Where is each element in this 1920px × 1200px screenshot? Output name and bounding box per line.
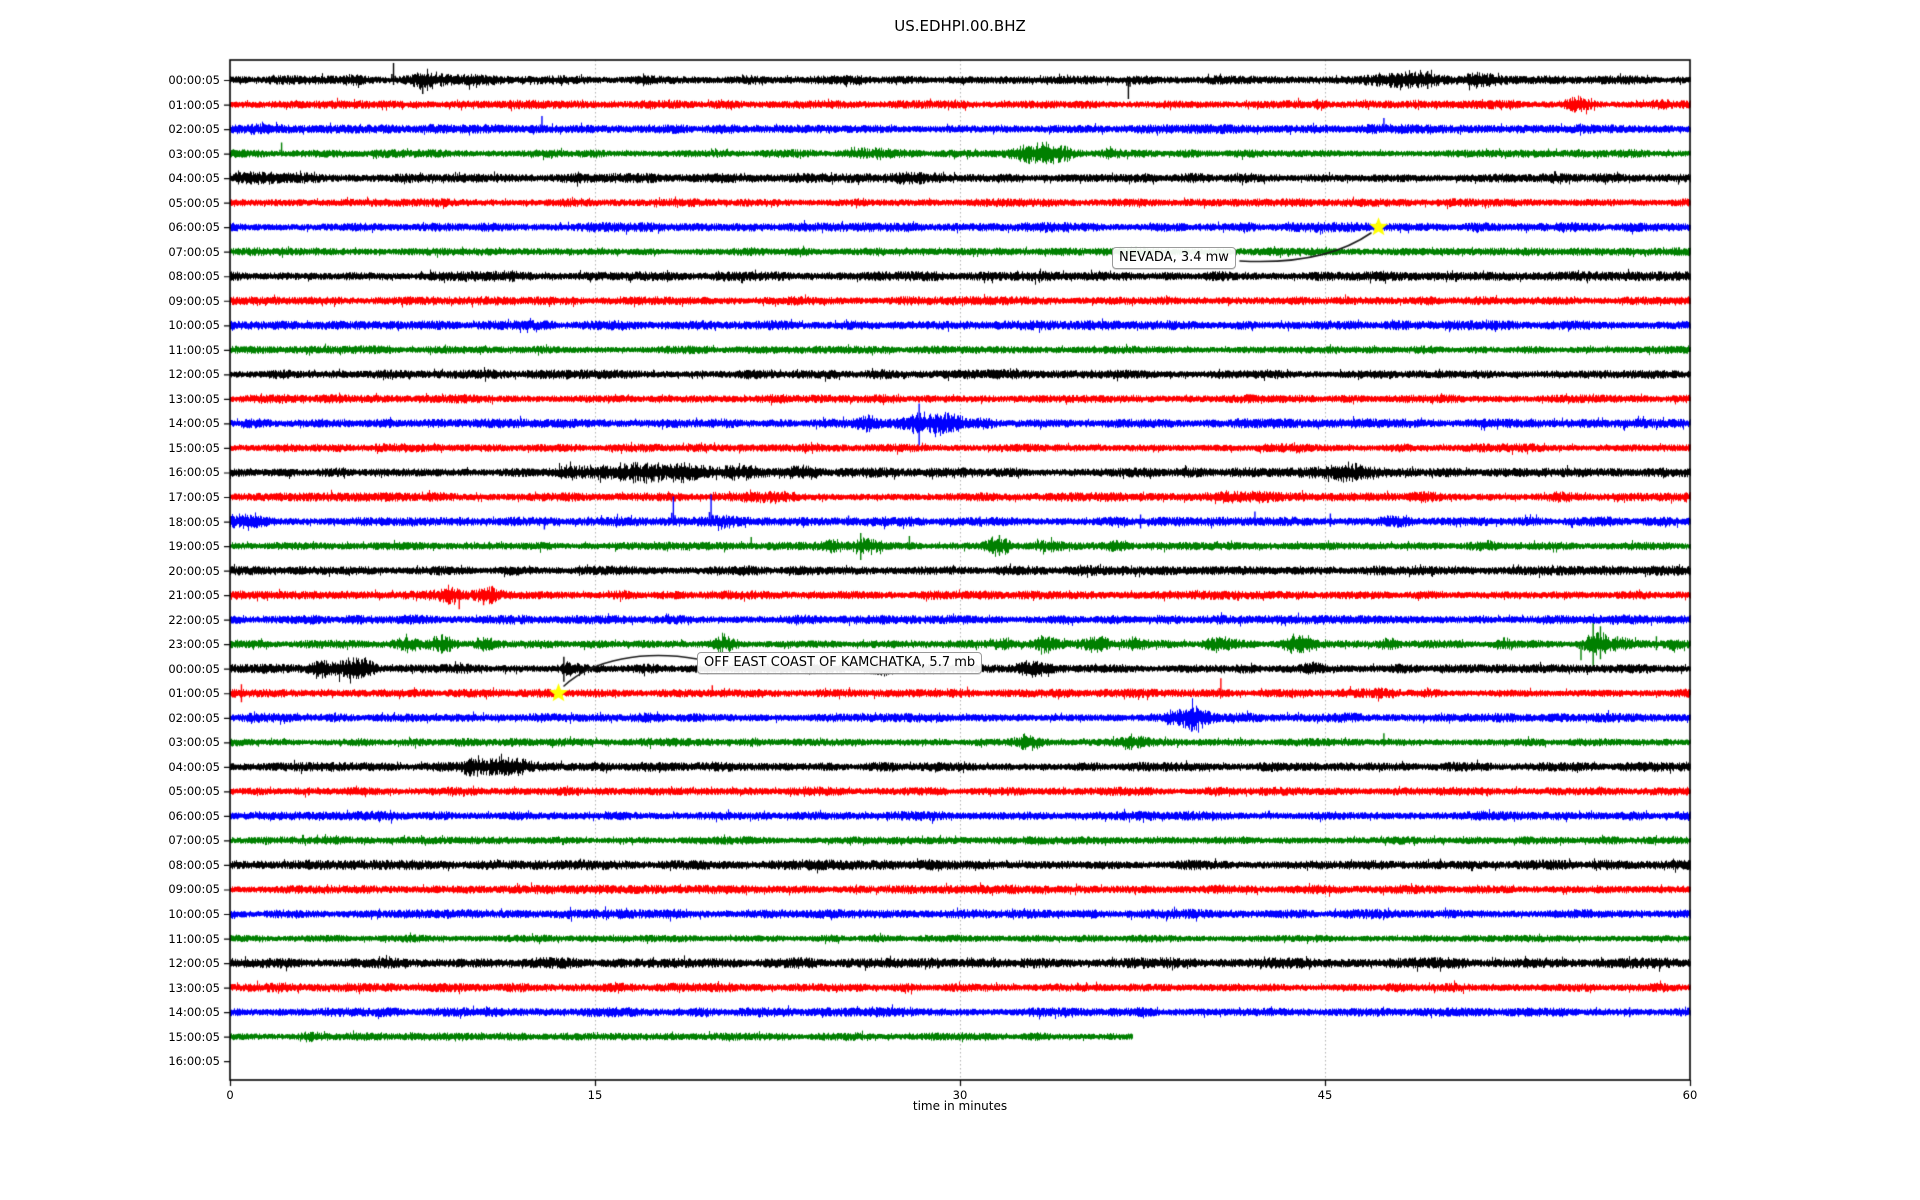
y-tick-label: 06:00:05 <box>168 220 220 235</box>
y-tick-label: 21:00:05 <box>168 588 220 603</box>
y-tick-label: 03:00:05 <box>168 735 220 750</box>
y-tick-label: 02:00:05 <box>168 710 220 725</box>
y-tick-label: 20:00:05 <box>168 563 220 578</box>
y-tick-label: 07:00:05 <box>168 833 220 848</box>
y-tick-label: 02:00:05 <box>168 122 220 137</box>
y-tick-label: 12:00:05 <box>168 956 220 971</box>
x-tick-label: 45 <box>1317 1088 1333 1102</box>
x-axis-label: time in minutes <box>912 1099 1008 1113</box>
chart-title: US.EDHPI.00.BHZ <box>894 17 1026 35</box>
y-tick-label: 14:00:05 <box>168 1005 220 1020</box>
y-tick-label: 03:00:05 <box>168 146 220 161</box>
y-tick-label: 15:00:05 <box>168 1029 220 1044</box>
y-tick-label: 18:00:05 <box>168 514 220 529</box>
y-tick-label: 17:00:05 <box>168 490 220 504</box>
y-tick-label: 22:00:05 <box>168 612 220 627</box>
y-tick-label: 15:00:05 <box>168 440 220 455</box>
y-tick-label: 00:00:05 <box>168 661 220 676</box>
x-tick-label: 0 <box>226 1088 234 1102</box>
y-tick-label: 09:00:05 <box>168 882 220 897</box>
annotation-kamchatka-text: OFF EAST COAST OF KAMCHATKA, 5.7 mb <box>704 655 976 670</box>
y-tick-label: 09:00:05 <box>168 293 220 308</box>
y-tick-label: 08:00:05 <box>168 857 220 872</box>
annotation-nevada: NEVADA, 3.4 mw <box>1112 247 1236 269</box>
y-tick-label: 11:00:05 <box>168 342 220 357</box>
y-tick-label: 05:00:05 <box>168 784 220 799</box>
y-tick-label: 10:00:05 <box>168 907 220 922</box>
y-tick-label: 05:00:05 <box>168 195 220 210</box>
y-tick-label: 14:00:05 <box>168 416 220 431</box>
y-tick-label: 06:00:05 <box>168 808 220 823</box>
x-tick-label: 60 <box>1682 1088 1698 1102</box>
y-tick-label: 23:00:05 <box>168 637 220 652</box>
annotation-kamchatka: OFF EAST COAST OF KAMCHATKA, 5.7 mb <box>697 652 983 674</box>
y-tick-label: 00:00:05 <box>168 73 220 87</box>
y-tick-label: 04:00:05 <box>168 171 220 186</box>
y-tick-label: 19:00:05 <box>168 539 220 554</box>
y-tick-label: 12:00:05 <box>168 367 220 382</box>
y-tick-label: 16:00:05 <box>168 1054 220 1069</box>
annotation-nevada-text: NEVADA, 3.4 mw <box>1119 250 1229 265</box>
y-tick-label: 10:00:05 <box>168 318 220 333</box>
y-tick-label: 01:00:05 <box>168 686 220 701</box>
y-tick-label: 13:00:05 <box>168 980 220 995</box>
y-tick-label: 13:00:05 <box>168 391 220 406</box>
x-tick-label: 15 <box>587 1088 603 1102</box>
y-tick-label: 16:00:05 <box>168 465 220 480</box>
y-tick-label: 07:00:05 <box>168 244 220 259</box>
y-tick-label: 11:00:05 <box>168 931 220 946</box>
x-tick-label: 30 <box>952 1088 968 1102</box>
y-tick-label: 08:00:05 <box>168 269 220 284</box>
y-tick-label: 04:00:05 <box>168 759 220 774</box>
y-tick-label: 01:00:05 <box>168 97 220 112</box>
